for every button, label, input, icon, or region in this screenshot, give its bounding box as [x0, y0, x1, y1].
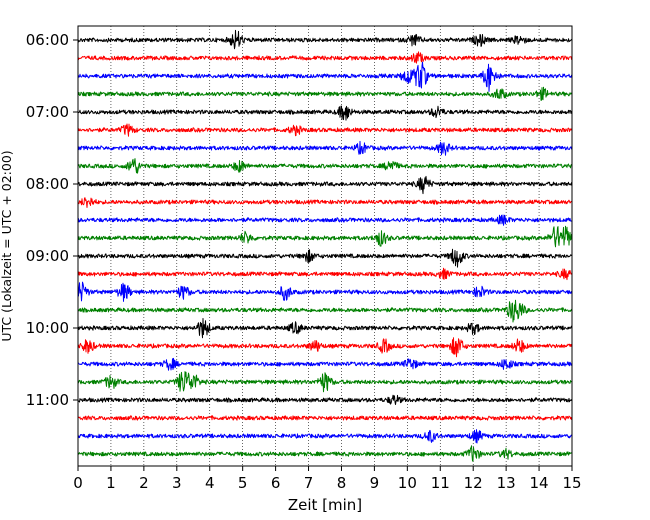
trace-row-0930: [77, 281, 573, 302]
x-tick-label-9: 9: [370, 474, 380, 492]
grid-lines: [110, 26, 540, 466]
trace-row-0815: [77, 197, 573, 208]
y-tick-label-1: 07:00: [26, 103, 69, 121]
trace-row-0715: [77, 123, 573, 137]
trace-row-1130: [77, 429, 573, 444]
y-tick-label-2: 08:00: [26, 175, 69, 193]
x-tick-label-12: 12: [464, 474, 483, 492]
y-axis: 06:00 07:00 08:00 09:00 10:00 11:00: [26, 31, 78, 409]
trace-row-0700: [77, 105, 573, 121]
trace-row-0745: [77, 158, 573, 174]
trace-row-0645: [77, 86, 573, 101]
x-tick-label-1: 1: [106, 474, 116, 492]
x-tick-label-11: 11: [431, 474, 450, 492]
trace-row-1000: [77, 318, 573, 339]
trace-row-1015: [77, 337, 573, 358]
x-axis-label: Zeit [min]: [288, 496, 362, 514]
x-tick-label-7: 7: [304, 474, 314, 492]
trace-row-1030: [77, 357, 573, 371]
x-tick-label-6: 6: [271, 474, 281, 492]
x-tick-label-5: 5: [238, 474, 248, 492]
trace-row-0800: [77, 175, 573, 195]
trace-row-1100: [77, 394, 573, 405]
y-axis-label: UTC (Lokalzeit = UTC + 02:00): [0, 150, 14, 341]
trace-row-1145: [77, 445, 573, 462]
x-tick-label-8: 8: [337, 474, 347, 492]
x-tick-label-0: 0: [73, 474, 83, 492]
trace-row-0615: [77, 51, 573, 64]
x-axis: 0 1 2 3 4 5 6 7 8 9 10 11 12 13 14 15: [73, 466, 582, 492]
trace-row-0900: [77, 248, 573, 268]
x-tick-label-13: 13: [497, 474, 516, 492]
x-tick-label-15: 15: [562, 474, 581, 492]
x-tick-label-10: 10: [398, 474, 417, 492]
trace-row-0915: [77, 267, 573, 281]
y-tick-label-0: 06:00: [26, 31, 69, 49]
x-tick-label-14: 14: [530, 474, 549, 492]
x-tick-label-4: 4: [205, 474, 215, 492]
trace-row-1115: [77, 415, 573, 421]
trace-rows: [77, 29, 573, 462]
x-tick-label-3: 3: [172, 474, 182, 492]
trace-row-0945: [77, 299, 573, 323]
trace-row-0830: [77, 214, 573, 226]
trace-row-1045: [77, 371, 573, 393]
trace-row-0600: [77, 29, 573, 50]
y-tick-label-3: 09:00: [26, 247, 69, 265]
plot-frame: [77, 25, 573, 467]
trace-row-0845: [77, 225, 573, 248]
trace-row-0730: [77, 140, 573, 156]
y-tick-label-5: 11:00: [26, 391, 69, 409]
y-tick-label-4: 10:00: [26, 319, 69, 337]
x-tick-label-2: 2: [139, 474, 149, 492]
trace-row-0630: [77, 61, 573, 92]
